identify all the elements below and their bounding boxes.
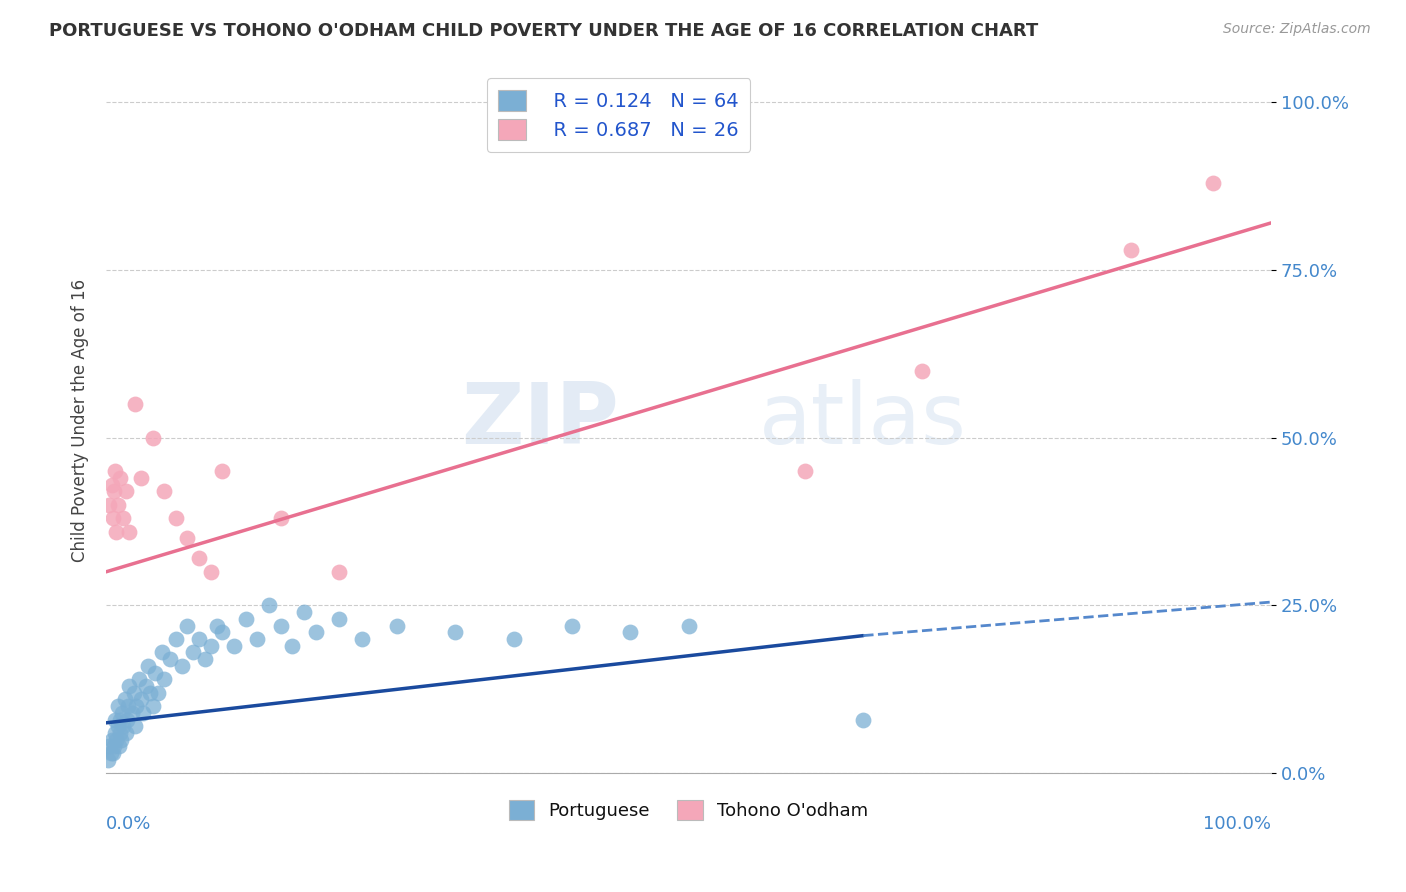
Point (270, 618, 292, 632)
Point (910, 363, 932, 377)
Point (150, 645, 173, 659)
Point (257, 599, 280, 613)
Point (121, 706, 143, 720)
Point (104, 713, 127, 727)
Point (122, 686, 145, 700)
Text: 100.0%: 100.0% (1204, 815, 1271, 833)
Point (444, 625, 467, 640)
Point (211, 464, 233, 478)
Point (118, 679, 141, 693)
Legend: Portuguese, Tohono O'odham: Portuguese, Tohono O'odham (502, 793, 876, 828)
Point (211, 625, 233, 640)
Point (101, 746, 124, 760)
Point (115, 713, 138, 727)
Point (103, 739, 125, 754)
Point (107, 498, 129, 512)
Point (270, 511, 292, 525)
Point (101, 511, 124, 525)
Point (165, 511, 187, 525)
Point (153, 672, 176, 686)
Point (107, 699, 129, 714)
Point (114, 726, 136, 740)
Point (200, 565, 222, 579)
Point (105, 732, 128, 747)
Text: atlas: atlas (758, 379, 966, 462)
Point (1202, 176, 1225, 190)
Point (181, 645, 204, 659)
Point (143, 665, 166, 680)
Text: ZIP: ZIP (461, 379, 619, 462)
Text: Source: ZipAtlas.com: Source: ZipAtlas.com (1223, 22, 1371, 37)
Point (112, 511, 135, 525)
Point (107, 719, 129, 733)
Point (118, 524, 141, 539)
Point (194, 652, 217, 666)
Point (125, 699, 148, 714)
Point (170, 658, 193, 673)
Point (188, 632, 211, 646)
Point (107, 739, 129, 754)
Point (165, 632, 187, 646)
Point (304, 625, 326, 640)
Point (124, 719, 146, 733)
Point (176, 618, 198, 632)
Point (108, 713, 131, 727)
Point (108, 471, 131, 485)
Point (112, 719, 135, 733)
Point (105, 524, 128, 539)
Point (114, 484, 136, 499)
Point (205, 618, 228, 632)
Point (117, 699, 139, 714)
Point (100, 732, 122, 747)
Text: 0.0%: 0.0% (105, 815, 152, 833)
Point (794, 464, 817, 478)
Point (104, 464, 127, 478)
Point (246, 632, 269, 646)
Point (136, 658, 159, 673)
Point (129, 471, 152, 485)
Point (132, 706, 155, 720)
Point (502, 632, 524, 646)
Point (103, 484, 125, 499)
Point (135, 679, 157, 693)
Point (292, 605, 315, 619)
Point (128, 672, 150, 686)
Point (108, 726, 131, 740)
Point (619, 625, 641, 640)
Point (328, 612, 350, 626)
Text: PORTUGUESE VS TOHONO O'ODHAM CHILD POVERTY UNDER THE AGE OF 16 CORRELATION CHART: PORTUGUESE VS TOHONO O'ODHAM CHILD POVER… (49, 22, 1039, 40)
Point (852, 713, 875, 727)
Point (188, 551, 211, 566)
Point (159, 652, 181, 666)
Point (1121, 243, 1143, 257)
Point (387, 618, 409, 632)
Point (176, 531, 198, 545)
Point (100, 746, 122, 760)
Point (352, 632, 374, 646)
Point (328, 565, 350, 579)
Point (100, 477, 122, 491)
Point (139, 686, 162, 700)
Point (97, 753, 120, 767)
Point (561, 618, 583, 632)
Point (129, 692, 152, 706)
Point (114, 692, 136, 706)
Point (235, 612, 257, 626)
Point (111, 706, 134, 720)
Point (200, 639, 222, 653)
Point (141, 431, 163, 445)
Point (678, 618, 700, 632)
Point (153, 484, 176, 499)
Point (98, 498, 121, 512)
Point (148, 686, 170, 700)
Point (281, 639, 304, 653)
Point (104, 726, 127, 740)
Point (141, 699, 163, 714)
Point (124, 397, 146, 411)
Point (98, 739, 121, 754)
Y-axis label: Child Poverty Under the Age of 16: Child Poverty Under the Age of 16 (72, 279, 89, 563)
Point (110, 732, 132, 747)
Point (222, 639, 245, 653)
